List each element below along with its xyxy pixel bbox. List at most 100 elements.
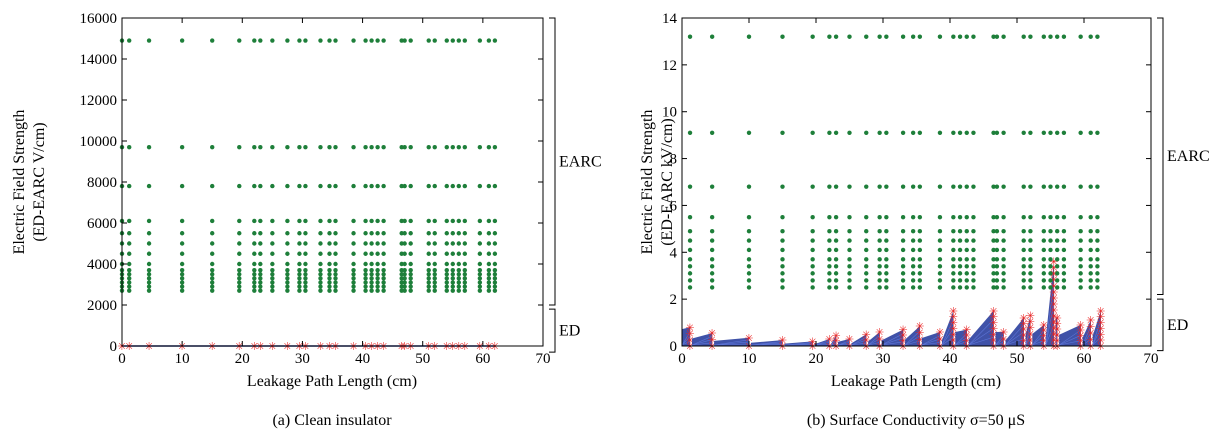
earc-point: [910, 130, 916, 135]
earc-point: [477, 267, 483, 273]
earc-point: [333, 144, 338, 150]
earc-point: [477, 231, 483, 236]
earc-point: [303, 288, 308, 293]
earc-point: [1055, 238, 1060, 243]
earc-point: [351, 144, 356, 150]
x-tick-label: 40: [355, 351, 370, 367]
ed-band-line: [1045, 282, 1055, 346]
earc-point: [971, 247, 976, 253]
earc-point: [991, 130, 996, 135]
ed-band-line: [995, 335, 1004, 346]
earc-point: [477, 218, 483, 224]
earc-point: [375, 276, 380, 281]
earc-point: [877, 214, 882, 220]
earc-point: [402, 218, 407, 224]
earc-point: [827, 34, 832, 39]
earc-point: [146, 231, 152, 236]
earc-point: [917, 278, 923, 283]
earc-point: [1088, 229, 1093, 234]
earc-point: [951, 214, 956, 220]
earc-point: [810, 278, 815, 283]
earc-point: [1001, 257, 1006, 262]
earc-point: [303, 284, 308, 289]
earc-point: [408, 284, 413, 289]
earc-point: [477, 288, 483, 293]
earc-point: [210, 261, 215, 267]
earc-point: [303, 280, 308, 285]
earc-point: [1095, 184, 1100, 189]
ed-band-line: [691, 339, 713, 346]
earc-point: [426, 288, 431, 293]
earc-point: [492, 144, 498, 150]
earc-point: [258, 241, 263, 246]
earc-point: [462, 288, 468, 293]
earc-point: [408, 183, 413, 189]
earc-point: [709, 238, 715, 243]
earc-point: [1088, 278, 1093, 283]
earc-point: [333, 267, 338, 273]
earc-point: [709, 214, 715, 220]
earc-point: [1078, 34, 1083, 39]
earc-point: [456, 261, 461, 267]
earc-point: [402, 284, 407, 289]
ed-point: ✳: [962, 329, 971, 342]
earc-point: [450, 218, 455, 224]
ed-band-line: [1092, 319, 1102, 346]
earc-point: [285, 284, 290, 289]
earc-point: [1048, 271, 1053, 276]
earc-point: [252, 284, 257, 289]
earc-point: [303, 267, 308, 273]
earc-point: [252, 144, 257, 150]
earc-point: [351, 272, 356, 277]
panel-b: ✳✳✳✳✳✳✳✳✳✳✳ ✳✳ ✳✳✳✳✳✳✳✳✳✳✳✳✳✳✳✳✳✳✳✳✳✳✳✳✳✳✳…: [639, 11, 1210, 429]
earc-point: [746, 257, 752, 262]
earc-point: [687, 257, 693, 262]
earc-point: [399, 261, 404, 267]
earc-point: [375, 280, 380, 285]
earc-point: [884, 278, 889, 283]
earc-point: [1048, 130, 1053, 135]
earc-point: [456, 284, 461, 289]
earc-point: [1061, 247, 1067, 253]
earc-point: [210, 38, 215, 43]
earc-point: [363, 241, 368, 246]
earc-point: [991, 184, 996, 189]
earc-point: [146, 284, 152, 289]
earc-point: [1088, 214, 1093, 220]
earc-point: [146, 38, 152, 43]
y-tick-label: 14: [662, 11, 678, 27]
earc-point: [746, 264, 752, 269]
ed-point: ✳: [949, 311, 958, 324]
earc-point: [432, 272, 437, 277]
ed-band-segment: [1059, 324, 1081, 346]
y-tick-label: 10: [662, 105, 677, 121]
earc-point: [462, 272, 468, 277]
earc-point: [210, 231, 215, 236]
earc-point: [709, 264, 715, 269]
ed-point: ✳: [1026, 328, 1035, 341]
earc-point: [408, 267, 413, 273]
y-tick-label: 4: [670, 245, 678, 261]
earc-point: [127, 284, 132, 289]
earc-point: [951, 257, 956, 262]
earc-point: [847, 130, 852, 135]
earc-point: [210, 276, 215, 281]
earc-point: [237, 251, 242, 256]
earc-point: [833, 278, 839, 283]
ed-point: ✳: [744, 332, 753, 345]
earc-point: [237, 280, 242, 285]
earc-point: [426, 284, 431, 289]
earc-point: [432, 38, 437, 43]
earc-point: [910, 184, 916, 189]
earc-point: [1001, 229, 1006, 234]
earc-point: [375, 231, 380, 236]
earc-point: [971, 184, 976, 189]
earc-point: [363, 144, 368, 150]
ed-band-line: [1025, 330, 1031, 346]
earc-point: [456, 38, 461, 43]
earc-point: [127, 267, 132, 273]
earc-point: [864, 257, 869, 262]
earc-point: [127, 272, 132, 277]
earc-point: [910, 34, 916, 39]
